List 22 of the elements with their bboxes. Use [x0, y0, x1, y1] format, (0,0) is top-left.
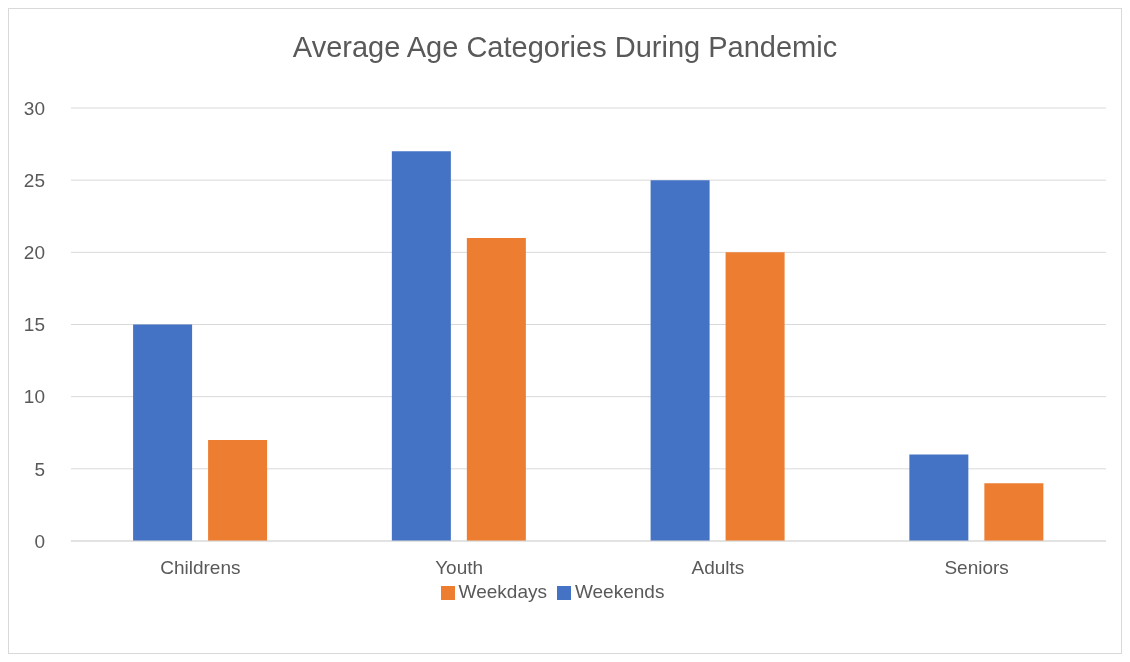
x-tick-label: Adults [691, 557, 745, 579]
y-tick-label: 15 [23, 314, 45, 336]
bar [650, 180, 710, 541]
y-tick-label: 30 [23, 97, 45, 119]
legend-label: Weekends [574, 581, 665, 602]
chart-title: Average Age Categories During Pandemic [291, 31, 839, 64]
bar [466, 237, 526, 541]
y-tick-label: 25 [23, 169, 45, 191]
y-tick-label: 10 [23, 386, 45, 408]
legend-label: Weekdays [458, 581, 547, 602]
bar [133, 324, 193, 541]
y-tick-label: 0 [34, 530, 45, 552]
bar [208, 439, 268, 541]
x-tick-label: Seniors [944, 557, 1009, 579]
x-tick-label: Youth [435, 557, 484, 579]
x-tick-label: Childrens [160, 557, 241, 579]
y-tick-label: 20 [23, 242, 45, 264]
bar [909, 454, 969, 541]
bar [725, 252, 785, 541]
bar [391, 151, 451, 541]
y-tick-label: 5 [34, 458, 45, 480]
bar [984, 483, 1044, 541]
